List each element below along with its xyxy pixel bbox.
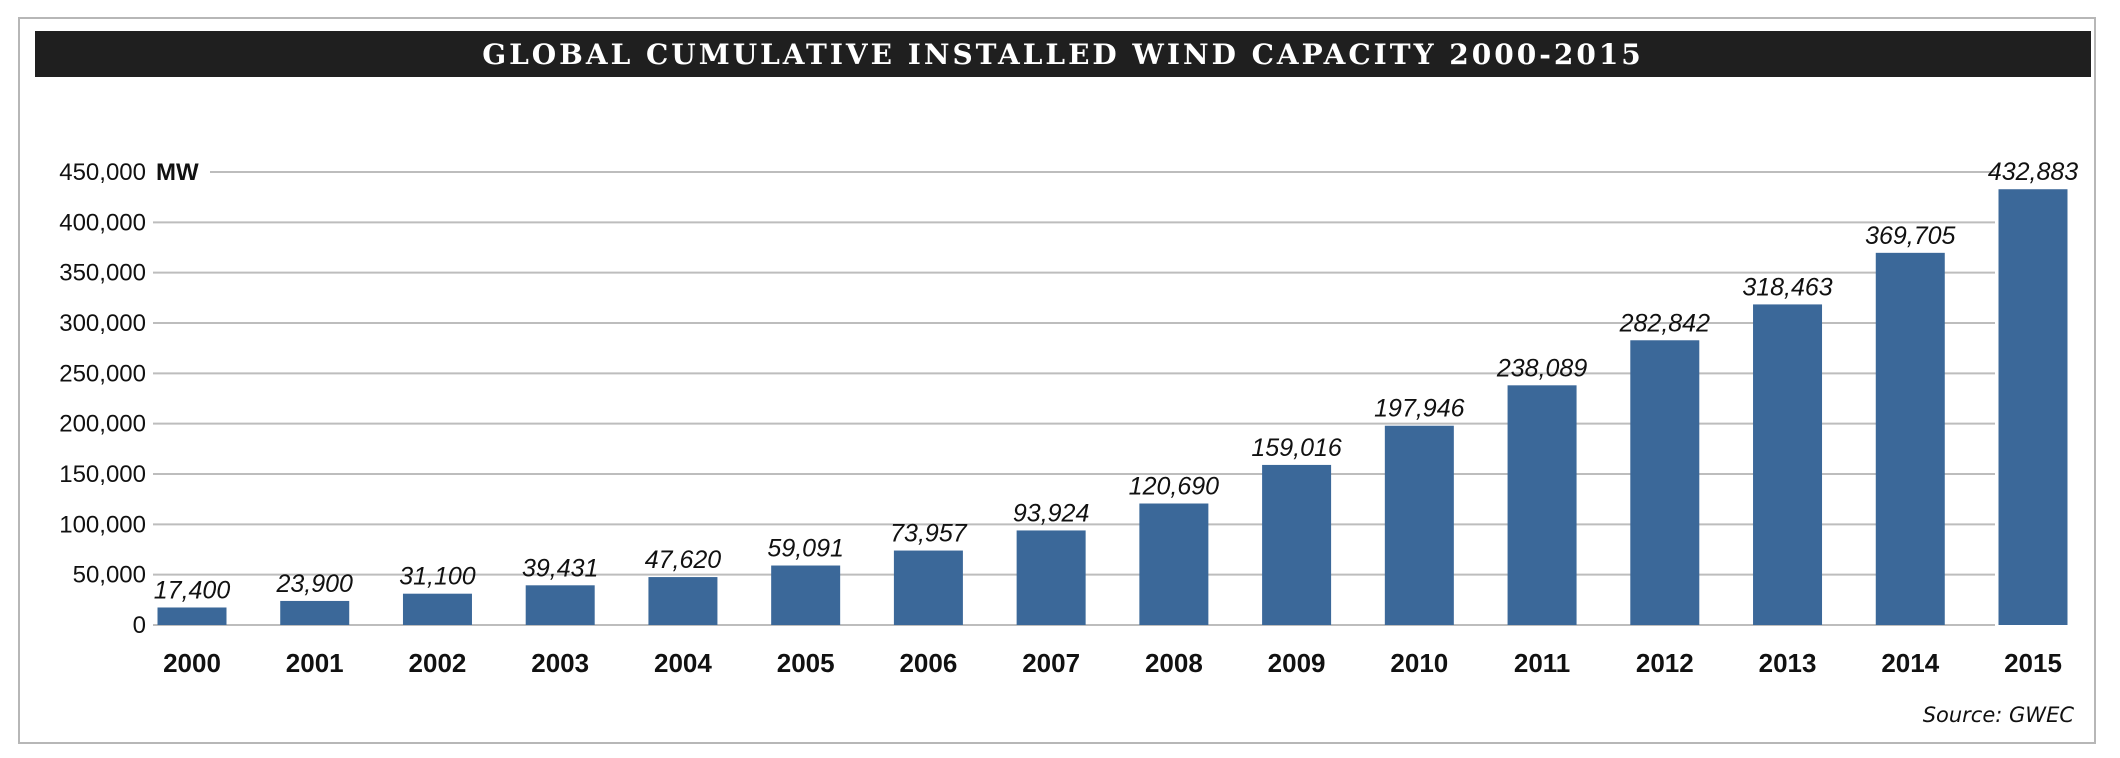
chart-title-bar: GLOBAL CUMULATIVE INSTALLED WIND CAPACIT… [35, 31, 2091, 77]
x-tick-label: 2012 [1636, 648, 1694, 678]
bar [1139, 503, 1209, 625]
bar [525, 585, 595, 625]
data-label: 238,089 [1496, 354, 1587, 382]
bar [648, 577, 718, 625]
x-tick-label: 2009 [1268, 648, 1326, 678]
x-tick-label: 2004 [654, 648, 712, 678]
bar [1016, 530, 1086, 625]
data-label: 120,690 [1129, 473, 1219, 501]
y-tick-label: 200,000 [59, 411, 146, 438]
x-tick-label: 2003 [531, 648, 589, 678]
y-tick-label: 350,000 [59, 260, 146, 287]
y-tick-label: 400,000 [59, 209, 146, 236]
x-tick-label: 2007 [1022, 648, 1080, 678]
x-tick-label: 2000 [163, 648, 221, 678]
chart-title: GLOBAL CUMULATIVE INSTALLED WIND CAPACIT… [482, 37, 1644, 71]
y-tick-label: 250,000 [59, 360, 146, 387]
data-label: 197,946 [1374, 395, 1464, 423]
y-tick-label: 0 [133, 612, 146, 639]
data-label: 318,463 [1742, 273, 1832, 301]
x-tick-label: 2008 [1145, 648, 1203, 678]
bar [1384, 425, 1454, 625]
x-tick-label: 2006 [899, 648, 957, 678]
bar [1875, 252, 1945, 625]
x-tick-label: 2011 [1514, 648, 1570, 678]
data-label: 23,900 [275, 570, 353, 598]
x-tick-label: 2010 [1390, 648, 1448, 678]
x-tick-label: 2015 [2004, 648, 2062, 678]
data-label: 47,620 [645, 546, 722, 574]
y-tick-label: 100,000 [59, 511, 146, 538]
bar [1507, 385, 1577, 625]
bar [893, 550, 963, 625]
data-label: 31,100 [399, 563, 476, 591]
x-tick-label: 2001 [286, 648, 344, 678]
y-unit-label: MW [156, 159, 199, 186]
data-label: 282,842 [1619, 309, 1710, 337]
bar [1753, 304, 1823, 625]
data-label: 369,705 [1865, 222, 1955, 250]
y-tick-label: 50,000 [73, 562, 146, 589]
bar [771, 565, 841, 625]
data-label: 93,924 [1013, 499, 1089, 527]
bar [157, 607, 227, 625]
bar [402, 593, 472, 625]
y-tick-label: 150,000 [59, 461, 146, 488]
x-tick-label: 2005 [777, 648, 835, 678]
x-tick-label: 2014 [1881, 648, 1939, 678]
data-label: 39,431 [522, 554, 598, 582]
bar [280, 600, 350, 625]
x-tick-label: 2002 [409, 648, 467, 678]
y-tick-label: 450,000 [59, 159, 146, 186]
bar [1262, 464, 1332, 625]
data-label: 159,016 [1251, 434, 1341, 462]
x-tick-label: 2013 [1759, 648, 1817, 678]
data-label: 59,091 [767, 535, 843, 563]
bar [1630, 340, 1700, 625]
data-label: 432,883 [1988, 158, 2078, 186]
bar [1998, 189, 2068, 625]
source-note: Source: GWEC [1922, 703, 2074, 727]
data-label: 73,957 [890, 520, 968, 548]
y-tick-label: 300,000 [59, 310, 146, 337]
data-label: 17,400 [154, 576, 231, 604]
